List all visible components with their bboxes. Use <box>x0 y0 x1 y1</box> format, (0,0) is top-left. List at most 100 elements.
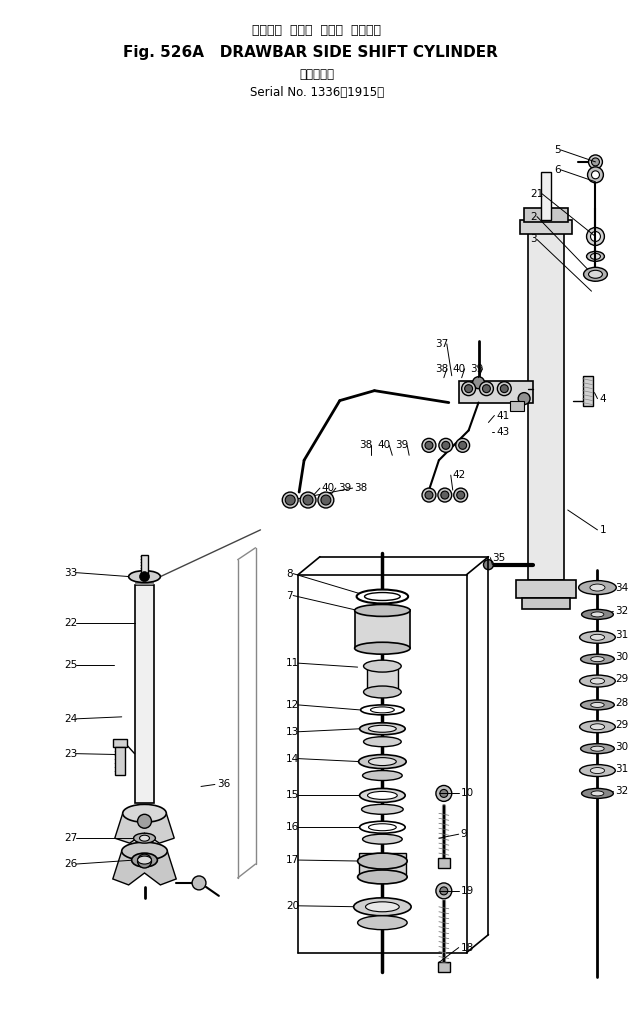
Text: 8: 8 <box>286 569 293 579</box>
Text: 40: 40 <box>322 483 335 493</box>
Circle shape <box>442 441 450 449</box>
Bar <box>135 585 154 803</box>
Ellipse shape <box>584 268 607 281</box>
Text: 30: 30 <box>615 652 629 662</box>
Circle shape <box>518 392 530 405</box>
Ellipse shape <box>580 743 614 753</box>
Circle shape <box>587 167 603 183</box>
Ellipse shape <box>578 581 617 594</box>
Bar <box>522 597 570 609</box>
Ellipse shape <box>580 654 614 664</box>
Ellipse shape <box>580 675 615 687</box>
Text: 18: 18 <box>460 943 474 952</box>
Ellipse shape <box>364 660 401 672</box>
Circle shape <box>436 883 451 898</box>
Ellipse shape <box>358 853 407 869</box>
Text: （適用号機: （適用号機 <box>300 68 335 81</box>
Text: Fig. 526A   DRAWBAR SIDE SHIFT CYLINDER: Fig. 526A DRAWBAR SIDE SHIFT CYLINDER <box>123 45 497 60</box>
Circle shape <box>465 384 472 392</box>
Ellipse shape <box>580 765 615 777</box>
Ellipse shape <box>363 771 402 781</box>
Circle shape <box>321 495 331 505</box>
Ellipse shape <box>364 737 401 746</box>
Text: 1: 1 <box>599 525 606 534</box>
Text: 22: 22 <box>64 619 77 629</box>
Circle shape <box>140 572 149 582</box>
Ellipse shape <box>582 789 613 798</box>
Ellipse shape <box>580 721 615 733</box>
Bar <box>354 610 410 648</box>
Ellipse shape <box>591 657 604 662</box>
Circle shape <box>422 488 436 502</box>
Ellipse shape <box>368 757 396 766</box>
Bar <box>438 962 450 972</box>
Text: 14: 14 <box>286 753 300 764</box>
Circle shape <box>483 384 490 392</box>
Bar <box>359 853 406 877</box>
Text: 40: 40 <box>453 364 466 374</box>
Ellipse shape <box>368 823 396 830</box>
Bar <box>366 666 398 692</box>
Ellipse shape <box>366 901 399 912</box>
Ellipse shape <box>590 584 605 591</box>
Circle shape <box>462 381 476 395</box>
Ellipse shape <box>354 897 411 916</box>
Ellipse shape <box>364 592 400 600</box>
Text: 29: 29 <box>615 720 629 730</box>
Text: 30: 30 <box>615 741 629 751</box>
Text: 24: 24 <box>64 714 77 724</box>
Circle shape <box>285 495 295 505</box>
Bar <box>511 401 524 411</box>
Ellipse shape <box>358 870 407 884</box>
Ellipse shape <box>591 678 605 684</box>
Circle shape <box>591 231 601 241</box>
Ellipse shape <box>129 571 161 583</box>
Text: 5: 5 <box>554 145 561 155</box>
Ellipse shape <box>122 843 167 860</box>
Text: 19: 19 <box>460 886 474 896</box>
Text: 41: 41 <box>497 411 510 421</box>
Ellipse shape <box>580 700 614 710</box>
Circle shape <box>440 790 448 797</box>
Circle shape <box>441 491 449 499</box>
Circle shape <box>422 438 436 452</box>
Circle shape <box>300 492 316 508</box>
Text: 4: 4 <box>599 393 606 404</box>
Ellipse shape <box>358 916 407 930</box>
Text: 38: 38 <box>354 483 368 493</box>
Circle shape <box>318 492 334 508</box>
Circle shape <box>458 441 467 449</box>
Ellipse shape <box>591 611 604 617</box>
Ellipse shape <box>359 821 405 834</box>
Ellipse shape <box>133 834 156 844</box>
Text: 16: 16 <box>286 822 300 832</box>
Ellipse shape <box>370 707 394 713</box>
Bar <box>541 171 551 220</box>
Text: 32: 32 <box>615 787 629 796</box>
Ellipse shape <box>591 791 604 796</box>
Text: 28: 28 <box>615 698 629 708</box>
Circle shape <box>457 491 465 499</box>
Ellipse shape <box>131 853 157 867</box>
Circle shape <box>138 854 152 868</box>
Polygon shape <box>115 813 174 844</box>
Bar <box>113 739 126 746</box>
Text: 38: 38 <box>359 440 373 450</box>
Text: 13: 13 <box>286 727 300 737</box>
Text: 21: 21 <box>530 189 544 199</box>
Circle shape <box>138 814 152 828</box>
Polygon shape <box>113 851 177 885</box>
Ellipse shape <box>354 642 410 654</box>
Circle shape <box>454 488 467 502</box>
Circle shape <box>283 492 298 508</box>
Bar <box>115 746 124 775</box>
Text: 33: 33 <box>64 568 77 578</box>
Ellipse shape <box>368 725 396 732</box>
Text: 17: 17 <box>286 855 300 865</box>
Bar <box>458 380 533 403</box>
Text: 40: 40 <box>377 440 391 450</box>
Ellipse shape <box>591 635 605 640</box>
Bar <box>140 555 149 577</box>
Text: 2: 2 <box>530 212 537 222</box>
Ellipse shape <box>359 723 405 735</box>
